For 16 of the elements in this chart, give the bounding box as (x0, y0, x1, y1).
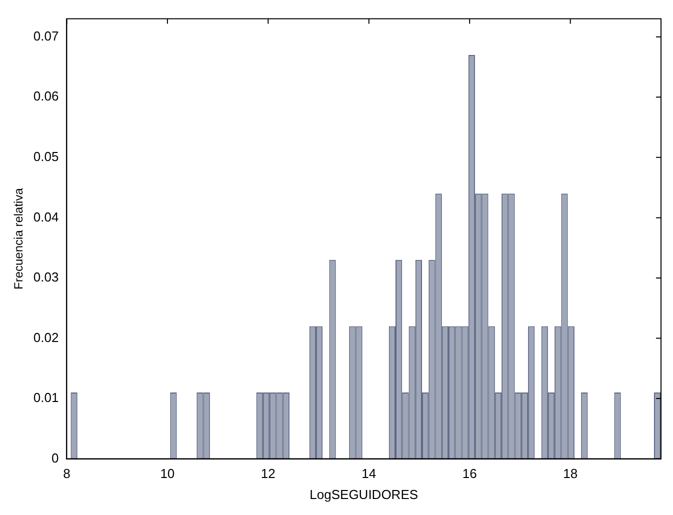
x-tick-label: 16 (462, 466, 477, 482)
y-tick-label: 0.02 (33, 330, 59, 345)
x-tick-label: 10 (160, 466, 175, 482)
y-axis-title: Frecuencia relativa (12, 188, 26, 290)
y-tick-label: 0.07 (33, 28, 59, 44)
x-axis-title: LogSEGUIDORES (310, 486, 418, 502)
x-tick-label: 12 (260, 466, 276, 482)
y-tick-label: 0.03 (33, 270, 59, 285)
x-tick-label: 18 (563, 466, 578, 482)
y-tick-label: 0.06 (33, 88, 59, 104)
x-tick-label: 14 (362, 466, 376, 482)
y-tick-label: 0.05 (33, 149, 59, 164)
y-tick-label: 0 (51, 450, 59, 466)
y-tick-label: 0.04 (33, 209, 59, 224)
x-tick-label: 8 (63, 466, 70, 482)
y-tick-label: 0.01 (33, 390, 59, 406)
